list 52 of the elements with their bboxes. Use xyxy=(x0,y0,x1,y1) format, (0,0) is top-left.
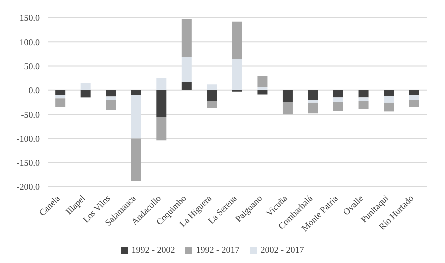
bar xyxy=(131,90,142,96)
y-tick-label: -200.0 xyxy=(16,182,40,192)
bar xyxy=(207,90,218,102)
bar xyxy=(384,102,394,112)
bar xyxy=(409,100,420,108)
bar xyxy=(182,19,192,58)
bar xyxy=(258,87,268,90)
bar xyxy=(384,96,394,103)
bar xyxy=(106,100,116,110)
bar xyxy=(207,84,218,90)
y-tick-label: 100.0 xyxy=(20,37,40,48)
bar xyxy=(56,98,66,108)
bar xyxy=(182,82,192,90)
bar xyxy=(182,57,192,82)
bar xyxy=(384,90,394,96)
bar xyxy=(232,22,242,60)
bar xyxy=(232,60,242,90)
legend-label: 1992 - 2017 xyxy=(196,245,240,255)
bar xyxy=(80,90,91,98)
legend-label: 1992 - 2002 xyxy=(132,245,176,255)
bar xyxy=(207,101,218,108)
bar xyxy=(358,101,369,110)
bar xyxy=(80,83,91,90)
bar xyxy=(131,95,142,139)
y-tick-label: -100.0 xyxy=(16,134,40,144)
bar xyxy=(131,138,142,182)
y-tick-label: 150.0 xyxy=(20,13,40,24)
legend-label: 2002 - 2017 xyxy=(260,245,304,255)
bar xyxy=(358,98,369,102)
bar xyxy=(106,90,116,97)
bar xyxy=(56,90,66,96)
bar xyxy=(258,90,268,95)
y-tick-label: -50.0 xyxy=(21,110,40,120)
bar xyxy=(282,90,293,102)
bar xyxy=(334,98,344,102)
y-tick-label: 50.0 xyxy=(24,61,40,72)
bar xyxy=(156,78,167,90)
bar xyxy=(282,102,293,115)
bar xyxy=(409,95,420,100)
bar xyxy=(258,76,268,88)
y-tick-label: -150.0 xyxy=(16,158,40,168)
bar xyxy=(156,90,167,118)
bar xyxy=(308,90,318,100)
bar xyxy=(358,90,369,98)
bar xyxy=(308,100,318,103)
bar xyxy=(156,117,167,141)
bar xyxy=(334,102,344,112)
bar xyxy=(308,102,318,114)
y-tick-label: 0.0 xyxy=(28,86,40,96)
bar xyxy=(106,96,116,100)
bar xyxy=(334,90,344,98)
bar xyxy=(409,90,420,96)
